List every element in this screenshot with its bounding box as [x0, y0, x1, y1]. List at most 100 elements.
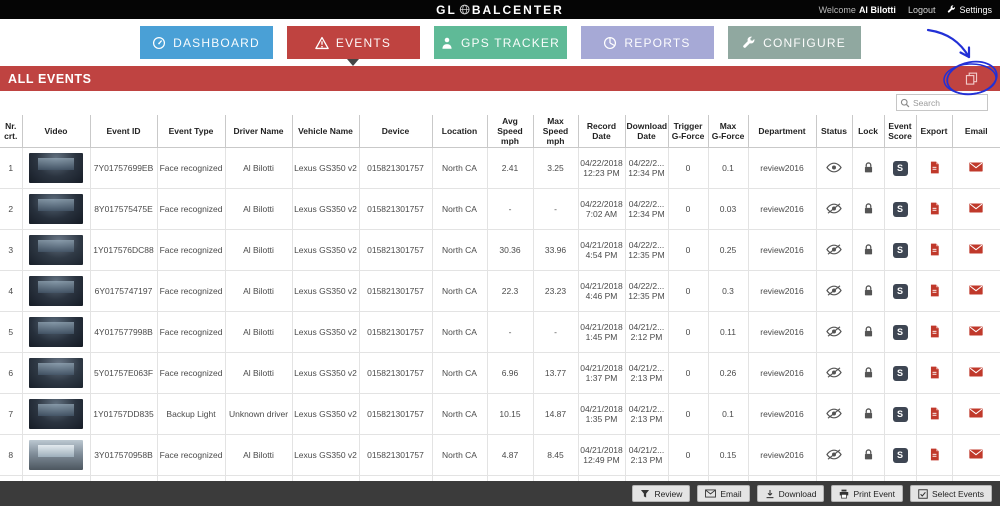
column-header[interactable]: Max G-Force: [708, 115, 749, 148]
column-header[interactable]: Event ID: [90, 115, 158, 148]
column-header[interactable]: Video: [22, 115, 91, 148]
event-score-cell[interactable]: S: [884, 434, 917, 476]
score-badge[interactable]: S: [892, 160, 908, 176]
lock-cell[interactable]: [852, 270, 885, 312]
status-cell[interactable]: [816, 188, 853, 230]
tab-gps-tracker[interactable]: GPS TRACKER: [433, 26, 567, 59]
export-cell[interactable]: [916, 147, 953, 189]
score-badge[interactable]: S: [892, 447, 908, 463]
export-events-button[interactable]: [965, 72, 978, 85]
video-thumbnail[interactable]: [29, 194, 83, 224]
video-cell: [22, 229, 91, 271]
event-score-cell[interactable]: S: [884, 311, 917, 353]
event-score-cell[interactable]: S: [884, 229, 917, 271]
review-button[interactable]: Review: [632, 485, 691, 502]
column-header[interactable]: Driver Name: [225, 115, 293, 148]
video-thumbnail[interactable]: [29, 317, 83, 347]
lock-cell[interactable]: [852, 393, 885, 435]
column-header[interactable]: Avg Speed mph: [487, 115, 534, 148]
status-cell[interactable]: [816, 434, 853, 476]
tab-dashboard[interactable]: DASHBOARD: [139, 26, 273, 59]
export-cell[interactable]: [916, 311, 953, 353]
status-cell[interactable]: [816, 393, 853, 435]
export-cell[interactable]: [916, 270, 953, 312]
max-speed: 33.96: [533, 229, 579, 271]
column-header[interactable]: Location: [432, 115, 488, 148]
column-header[interactable]: Export: [916, 115, 953, 148]
settings-label: Settings: [959, 4, 992, 15]
email-cell[interactable]: [952, 393, 1000, 435]
max-g-force: 0.26: [708, 352, 749, 394]
video-thumbnail[interactable]: [29, 153, 83, 183]
topbar-right: Welcome Al Bilotti Logout Settings: [819, 0, 992, 19]
download-date: 04/21/2... 2:13 PM: [625, 352, 669, 394]
score-badge[interactable]: S: [892, 406, 908, 422]
video-thumbnail[interactable]: [29, 440, 83, 470]
column-header[interactable]: Department: [748, 115, 817, 148]
status-cell[interactable]: [816, 311, 853, 353]
column-header[interactable]: Device: [359, 115, 433, 148]
video-thumbnail[interactable]: [29, 235, 83, 265]
event-score-cell[interactable]: S: [884, 147, 917, 189]
column-header[interactable]: Trigger G-Force: [668, 115, 709, 148]
video-thumbnail[interactable]: [29, 358, 83, 388]
column-header[interactable]: Event Type: [157, 115, 226, 148]
logout-link[interactable]: Logout: [907, 4, 936, 15]
lock-cell[interactable]: [852, 188, 885, 230]
lock-cell[interactable]: [852, 352, 885, 394]
column-header[interactable]: Max Speed mph: [533, 115, 579, 148]
status-cell[interactable]: [816, 147, 853, 189]
event-score-cell[interactable]: S: [884, 352, 917, 394]
email-cell[interactable]: [952, 188, 1000, 230]
lock-cell[interactable]: [852, 147, 885, 189]
event-score-cell[interactable]: S: [884, 188, 917, 230]
export-cell[interactable]: [916, 434, 953, 476]
export-cell[interactable]: [916, 393, 953, 435]
score-badge[interactable]: S: [892, 283, 908, 299]
email-cell[interactable]: [952, 434, 1000, 476]
status-cell[interactable]: [816, 229, 853, 271]
select-events-button[interactable]: Select Events: [910, 485, 992, 502]
lock-cell[interactable]: [852, 311, 885, 353]
email-cell[interactable]: [952, 229, 1000, 271]
video-thumbnail[interactable]: [29, 276, 83, 306]
score-badge[interactable]: S: [892, 324, 908, 340]
status-cell[interactable]: [816, 270, 853, 312]
settings-button[interactable]: Settings: [947, 5, 992, 15]
email-cell[interactable]: [952, 270, 1000, 312]
column-header[interactable]: Nr. crt.: [0, 115, 23, 148]
score-badge[interactable]: S: [892, 201, 908, 217]
tab-configure[interactable]: CONFIGURE: [727, 26, 861, 59]
email-cell[interactable]: [952, 147, 1000, 189]
export-cell[interactable]: [916, 188, 953, 230]
status-cell[interactable]: [816, 352, 853, 394]
email-cell[interactable]: [952, 352, 1000, 394]
score-badge[interactable]: S: [892, 242, 908, 258]
tab-events[interactable]: EVENTS: [286, 26, 420, 66]
event-score-cell[interactable]: S: [884, 270, 917, 312]
tab-reports[interactable]: REPORTS: [580, 26, 714, 59]
welcome-label: Welcome: [818, 4, 856, 15]
export-cell[interactable]: [916, 352, 953, 394]
column-header[interactable]: Status: [816, 115, 853, 148]
download-button[interactable]: Download: [756, 485, 825, 502]
export-cell[interactable]: [916, 229, 953, 271]
email-button[interactable]: Email: [697, 485, 750, 502]
lock-cell[interactable]: [852, 229, 885, 271]
column-header[interactable]: Record Date: [578, 115, 626, 148]
video-thumbnail[interactable]: [29, 399, 83, 429]
column-header[interactable]: Event Score: [884, 115, 917, 148]
trigger-g-force: 0: [668, 434, 709, 476]
event-score-cell[interactable]: S: [884, 393, 917, 435]
score-badge[interactable]: S: [892, 365, 908, 381]
column-header[interactable]: Email: [952, 115, 1000, 148]
column-header[interactable]: Lock: [852, 115, 885, 148]
email-cell[interactable]: [952, 311, 1000, 353]
eye-off-icon: [826, 448, 842, 460]
column-header[interactable]: Vehicle Name: [292, 115, 360, 148]
print-event-button[interactable]: Print Event: [831, 485, 904, 502]
lock-cell[interactable]: [852, 434, 885, 476]
device: 015821301757: [359, 188, 433, 230]
search-input[interactable]: [910, 97, 984, 108]
column-header[interactable]: Download Date: [625, 115, 669, 148]
